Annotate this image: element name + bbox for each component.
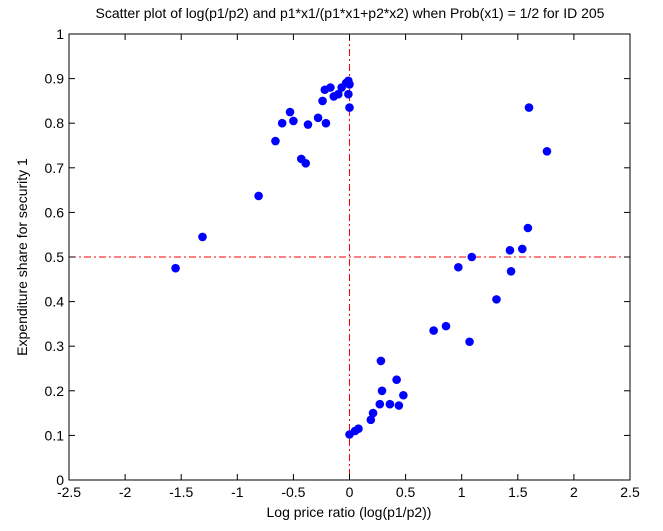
y-tick-label: 0 bbox=[56, 472, 64, 488]
data-point bbox=[441, 321, 451, 331]
data-point bbox=[354, 424, 363, 434]
data-point bbox=[375, 399, 385, 409]
data-point bbox=[171, 263, 180, 273]
data-point bbox=[301, 159, 311, 168]
data-point bbox=[345, 103, 354, 112]
x-tick-label: 1.5 bbox=[508, 484, 528, 500]
data-point bbox=[326, 83, 335, 92]
data-point bbox=[277, 118, 287, 128]
data-point bbox=[289, 116, 298, 126]
data-point bbox=[376, 356, 386, 366]
x-tick-label: -1 bbox=[231, 484, 244, 500]
x-axis-title: Log price ratio (log(p1/p2)) bbox=[267, 504, 432, 520]
y-tick-label: 0.5 bbox=[45, 249, 65, 265]
data-point bbox=[345, 80, 354, 89]
data-point bbox=[313, 113, 323, 123]
x-axis-ticks: -2.5 -2 -1.5 -1 -0.5 0 0.5 1 1.5 2 2.5 bbox=[57, 34, 640, 500]
y-axis-title: Expenditure share for security 1 bbox=[14, 158, 30, 356]
x-tick-label: 0 bbox=[346, 484, 354, 500]
data-point bbox=[517, 244, 527, 254]
x-tick-label: -2 bbox=[119, 484, 132, 500]
data-point bbox=[321, 118, 331, 128]
x-tick-label: 2.5 bbox=[620, 484, 640, 500]
x-tick-label: 0.5 bbox=[396, 484, 416, 500]
y-tick-label: 0.9 bbox=[45, 71, 65, 87]
data-point bbox=[467, 252, 477, 262]
x-tick-label: -0.5 bbox=[281, 484, 305, 500]
y-tick-label: 0.1 bbox=[45, 427, 65, 443]
y-axis-ticks: 0 0.1 0.2 0.3 0.4 0.5 0.6 0.7 0.8 0.9 1 bbox=[45, 26, 630, 488]
data-point bbox=[542, 146, 552, 156]
y-tick-label: 1 bbox=[56, 26, 64, 42]
y-tick-label: 0.4 bbox=[45, 294, 65, 310]
data-point bbox=[198, 232, 207, 242]
data-point bbox=[465, 337, 474, 347]
chart-title: Scatter plot of log(p1/p2) and p1*x1/(p1… bbox=[96, 5, 605, 21]
data-point bbox=[394, 401, 404, 410]
data-points bbox=[171, 76, 552, 439]
data-point bbox=[254, 191, 263, 201]
y-tick-label: 0.3 bbox=[45, 338, 65, 354]
data-point bbox=[429, 326, 438, 335]
data-point bbox=[505, 246, 515, 255]
x-tick-label: 1 bbox=[458, 484, 466, 500]
data-point bbox=[524, 103, 534, 112]
x-tick-label: -1.5 bbox=[169, 484, 193, 500]
x-tick-label: -2.5 bbox=[57, 484, 81, 500]
y-tick-label: 0.6 bbox=[45, 204, 65, 220]
data-point bbox=[454, 262, 463, 272]
data-point bbox=[506, 266, 516, 276]
data-point bbox=[399, 390, 408, 400]
data-point bbox=[271, 136, 280, 146]
data-point bbox=[344, 89, 353, 99]
data-point bbox=[492, 295, 501, 304]
data-point bbox=[318, 96, 327, 106]
data-point bbox=[333, 89, 343, 99]
data-point bbox=[392, 375, 401, 384]
y-tick-label: 0.2 bbox=[45, 383, 65, 399]
x-tick-label: 2 bbox=[570, 484, 578, 500]
data-point bbox=[368, 408, 378, 418]
data-point bbox=[377, 386, 387, 396]
data-point bbox=[385, 399, 395, 409]
data-point bbox=[303, 120, 313, 129]
reference-lines bbox=[69, 34, 630, 480]
y-tick-label: 0.8 bbox=[45, 115, 65, 131]
y-tick-label: 0.7 bbox=[45, 160, 65, 176]
data-point bbox=[366, 415, 376, 425]
data-point bbox=[523, 223, 533, 233]
data-point bbox=[285, 107, 295, 117]
